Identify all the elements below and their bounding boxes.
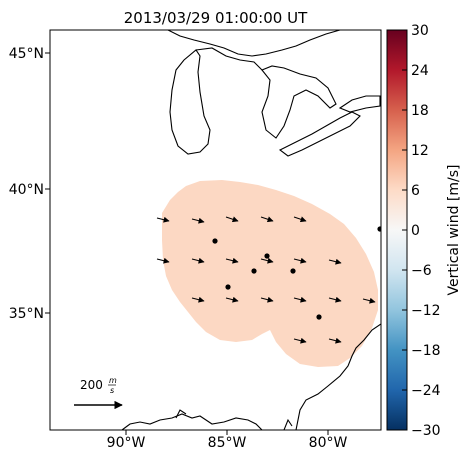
- wind-arrow: [293, 257, 307, 264]
- gulf-coast: [121, 413, 263, 430]
- wind-arrow: [191, 217, 205, 224]
- scale-unit-den: s: [110, 386, 114, 395]
- wind-arrow: [328, 258, 342, 265]
- colorbar-tick-label: 24: [411, 63, 429, 79]
- wind-arrow: [260, 296, 274, 303]
- vertical-wind-region: [162, 180, 378, 367]
- atlantic-coast: [295, 323, 381, 430]
- colorbar: 30 24 18 12 6 0 −6 −12 −18 −24 −30 Vertical wind […: [386, 23, 462, 439]
- scale-unit-num: m: [109, 376, 117, 385]
- lat-label-45: 45°N: [9, 46, 44, 62]
- wind-arrow: [328, 337, 342, 344]
- lake-erie: [278, 111, 361, 157]
- wind-arrow: [225, 216, 239, 223]
- colorbar-tick-label: 6: [411, 183, 420, 199]
- lake-ontario: [338, 95, 381, 113]
- station-dot: [212, 238, 218, 244]
- station-dot: [377, 226, 381, 232]
- lake-huron: [261, 65, 337, 139]
- wind-arrow: [260, 257, 274, 264]
- station-dot: [316, 314, 322, 320]
- colorbar-tick-label: −6: [411, 263, 432, 279]
- station-dot: [264, 253, 270, 259]
- colorbar-ticks: 30 24 18 12 6 0 −6 −12 −18 −24 −30: [402, 23, 441, 439]
- wind-arrow: [156, 257, 170, 264]
- map-frame: [49, 29, 382, 431]
- wind-arrow: [293, 337, 307, 344]
- colorbar-tick-label: 30: [411, 23, 429, 39]
- station-dot: [225, 284, 231, 290]
- wind-arrow: [293, 216, 307, 223]
- colorbar-label: Vertical wind [m/s]: [446, 165, 462, 296]
- wind-arrow: [362, 297, 376, 304]
- scale-value: 200: [80, 378, 103, 392]
- lon-label-90: 90°W: [107, 435, 146, 451]
- wind-arrow: [260, 216, 274, 223]
- map-area: [50, 30, 381, 430]
- colorbar-tick-label: −12: [411, 303, 441, 319]
- wind-arrow: [328, 296, 342, 303]
- map-title: 2013/03/29 01:00:00 UT: [123, 9, 308, 27]
- wind-arrow: [191, 296, 205, 303]
- station-dot: [290, 268, 296, 274]
- latitude-labels: 45°N 40°N 35°N: [9, 46, 50, 322]
- colorbar-tick-label: 18: [411, 103, 429, 119]
- wind-vectors: [156, 216, 376, 344]
- colorbar-tick-label: 12: [411, 143, 429, 159]
- colorbar-tick-label: 0: [411, 223, 420, 239]
- wind-arrow: [225, 296, 239, 303]
- station-dot: [251, 268, 257, 274]
- wind-arrow: [293, 296, 307, 303]
- colorbar-tick-label: −18: [411, 343, 441, 359]
- lon-label-80: 80°W: [309, 435, 348, 451]
- lake-michigan: [169, 49, 211, 155]
- station-dots: [212, 226, 381, 320]
- lon-label-85: 85°W: [208, 435, 247, 451]
- colorbar-tick-label: −24: [411, 383, 441, 399]
- scale-label-group: 200 m s: [80, 376, 117, 395]
- lat-label-40: 40°N: [9, 182, 44, 198]
- lat-label-35: 35°N: [9, 306, 44, 322]
- colorbar-tick-label: −30: [411, 423, 441, 439]
- lake-superior-shore: [167, 30, 341, 57]
- longitude-labels: 90°W 85°W 80°W: [107, 430, 348, 451]
- coastlines: [121, 30, 381, 430]
- wind-arrow: [191, 257, 205, 264]
- wind-arrow: [225, 257, 239, 264]
- wind-arrow: [156, 216, 170, 223]
